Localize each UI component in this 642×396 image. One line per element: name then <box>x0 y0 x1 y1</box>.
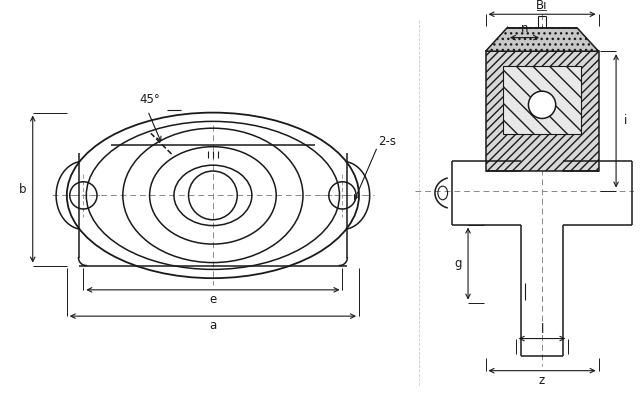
Text: Bi: Bi <box>536 0 548 12</box>
Bar <box>485 51 598 171</box>
Polygon shape <box>485 28 598 51</box>
Text: 2-s: 2-s <box>378 135 397 148</box>
Text: n: n <box>521 22 528 35</box>
Text: a: a <box>209 320 216 332</box>
Circle shape <box>528 91 556 118</box>
Text: e: e <box>209 293 216 306</box>
Text: l: l <box>541 323 544 336</box>
Text: b: b <box>19 183 27 196</box>
Text: z: z <box>539 374 545 387</box>
Text: i: i <box>624 114 627 128</box>
Bar <box>503 66 581 134</box>
Text: 45°: 45° <box>140 93 160 106</box>
Text: g: g <box>455 257 462 270</box>
